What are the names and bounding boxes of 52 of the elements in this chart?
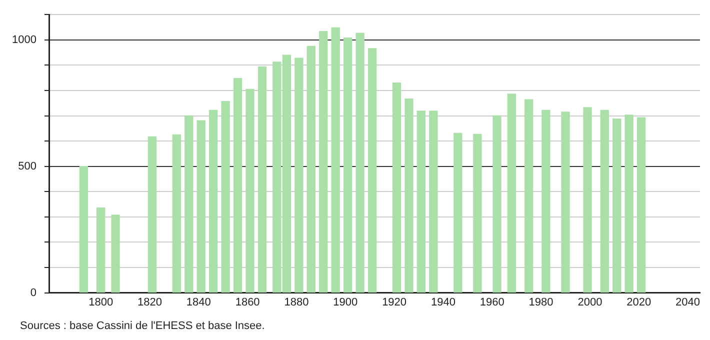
bar [492, 115, 502, 293]
bar [416, 110, 426, 293]
x-tick-label: 1880 [284, 296, 309, 308]
x-tick-label: 1980 [528, 296, 554, 308]
bar [356, 32, 364, 293]
x-tick-label: 1860 [235, 296, 260, 308]
bar [404, 98, 414, 293]
bar [524, 99, 534, 293]
bar [612, 118, 622, 293]
bar [208, 110, 218, 293]
bar [583, 107, 592, 293]
x-tick-label: 1960 [480, 296, 504, 308]
bar [429, 110, 438, 293]
bar [96, 207, 106, 293]
bar [319, 30, 328, 293]
y-tick-label: 500 [18, 160, 36, 172]
bar [542, 110, 550, 293]
x-tick-label: 2020 [626, 296, 652, 308]
bar [331, 27, 340, 293]
x-tick-label: 2040 [676, 296, 700, 308]
bar [258, 66, 267, 293]
bar [246, 88, 254, 293]
bar [294, 58, 304, 293]
bar [196, 120, 206, 293]
bar [368, 48, 377, 293]
y-tick-label: 0 [30, 286, 36, 299]
bar [344, 38, 352, 293]
bar [79, 166, 88, 293]
x-tick-label: 1820 [138, 296, 162, 308]
bar [172, 134, 181, 293]
x-tick-label: 2000 [578, 296, 602, 308]
x-tick-label: 1940 [430, 296, 456, 308]
bar [184, 115, 194, 293]
x-tick-label: 1840 [186, 296, 211, 308]
bar [624, 114, 634, 293]
bar [507, 94, 516, 293]
bar [233, 78, 242, 293]
bar [636, 117, 646, 293]
bar [148, 136, 157, 293]
bar [561, 112, 570, 293]
bar [111, 214, 120, 293]
x-tick-label: 1920 [382, 296, 407, 308]
bar [600, 110, 609, 293]
y-tick-label: 1000 [12, 34, 36, 46]
bar [221, 101, 230, 293]
x-tick-label: 1900 [333, 296, 358, 308]
source-note: Sources : base Cassini de l'EHESS et base Insee. [20, 320, 265, 332]
bar [392, 82, 402, 293]
x-tick-label: 1800 [88, 296, 114, 308]
bar [306, 46, 316, 293]
bar [454, 132, 462, 293]
bar [473, 134, 482, 293]
